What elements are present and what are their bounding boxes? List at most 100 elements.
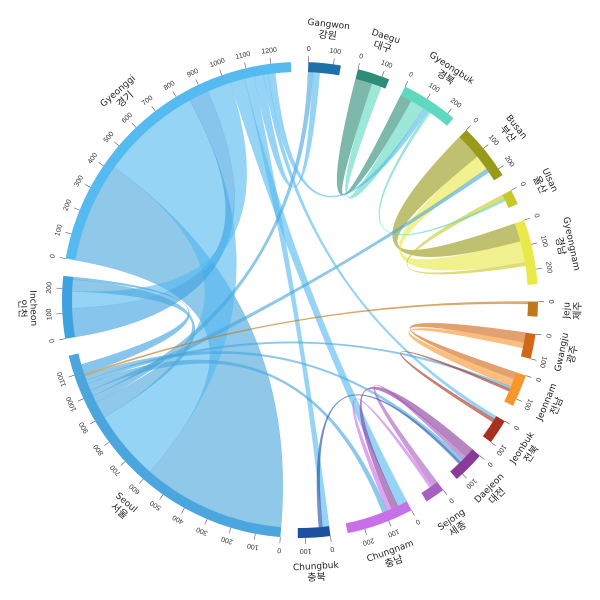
region-name-ko-gangwon: 강원 — [318, 29, 338, 43]
tick-jeonbuk-100 — [490, 441, 496, 447]
arc-jeju — [527, 301, 538, 317]
tick-gyeongbuk-0 — [404, 80, 408, 87]
tick-label-seoul-400: 400 — [171, 513, 185, 525]
tick-label-gyeonggi-500: 500 — [103, 131, 116, 145]
tick-label-chungbuk-0: 0 — [330, 545, 335, 552]
tick-chungnam-100 — [388, 520, 392, 527]
arc-seoul — [68, 353, 282, 538]
tick-gyeonggi-500 — [114, 141, 119, 146]
tick-label-gyeongnam-100: 100 — [539, 235, 549, 248]
tick-label-seoul-100: 100 — [246, 542, 259, 551]
tick-label-chungbuk-100: 100 — [300, 547, 312, 554]
tick-label-gyeongbuk-100: 100 — [427, 82, 441, 94]
arc-daejeon — [450, 449, 480, 480]
region-name-incheon: Incheon — [27, 290, 38, 326]
tick-label-gangwon-100: 100 — [329, 48, 342, 57]
tick-label-seoul-700: 700 — [109, 463, 122, 476]
tick-seoul-300 — [204, 519, 208, 525]
tick-gyeongbuk-100 — [426, 93, 431, 99]
tick-label-seoul-600: 600 — [128, 482, 141, 495]
tick-daejeon-100 — [462, 473, 467, 479]
tick-gyeongnam-200 — [535, 268, 542, 270]
tick-label-daejeon-0: 0 — [486, 460, 494, 468]
tick-label-ulsan-0: 0 — [518, 181, 526, 188]
tick-label-seoul-0: 0 — [277, 546, 282, 553]
tick-label-gwangju-0: 0 — [544, 333, 552, 338]
tick-gyeonggi-900 — [195, 79, 199, 85]
tick-label-gyeonggi-600: 600 — [121, 112, 134, 125]
tick-seoul-1000 — [77, 398, 84, 402]
tick-seoul-800 — [104, 441, 110, 446]
tick-label-incheon-100: 100 — [46, 308, 54, 320]
tick-gyeonggi-800 — [172, 91, 177, 97]
tick-gangwon-100 — [333, 58, 335, 65]
tick-jeonbuk-0 — [504, 420, 511, 425]
arc-layer — [62, 62, 538, 538]
tick-gwangju-0 — [535, 333, 542, 336]
tick-label-gyeonggi-400: 400 — [87, 152, 99, 166]
arc-busan — [459, 129, 503, 181]
region-label-jeju: Jeju 제주 — [562, 301, 584, 320]
arc-ulsan — [502, 190, 518, 208]
tick-seoul-100 — [253, 533, 256, 540]
tick-label-gyeongnam-200: 200 — [544, 261, 552, 274]
tick-label-seoul-1100: 1100 — [56, 371, 67, 388]
tick-label-gyeongbuk-200: 200 — [449, 97, 463, 110]
tick-seoul-700 — [120, 461, 126, 466]
tick-label-incheon-0: 0 — [49, 338, 57, 343]
tick-chungnam-0 — [411, 510, 415, 516]
tick-label-daejeon-100: 100 — [464, 477, 477, 490]
region-name-ko-chungbuk: 충북 — [307, 571, 326, 584]
arc-sejong — [421, 482, 444, 502]
tick-label-incheon-200: 200 — [46, 282, 54, 294]
tick-label-gyeonggi-300: 300 — [73, 174, 85, 188]
tick-seoul-1100 — [68, 374, 75, 378]
tick-label-chungnam-200: 200 — [362, 536, 375, 546]
ribbon-gyeonggi-to-gangwon — [253, 72, 321, 188]
ribbon-chungnam-to-sejong — [352, 398, 433, 511]
ribbon-jeonnam-to-gwangju — [408, 328, 525, 387]
tick-daegu-0 — [357, 63, 360, 70]
tick-label-daegu-0: 0 — [358, 53, 364, 61]
tick-gyeonggi-100 — [65, 232, 72, 235]
tick-label-jeonnam-0: 0 — [534, 377, 542, 383]
ribbon-seoul-to-gyeonggi — [75, 167, 284, 528]
tick-label-gyeonggi-900: 900 — [186, 68, 200, 79]
tick-label-gyeongbuk-0: 0 — [407, 71, 414, 79]
region-name-ko-gwangju: 광주 — [565, 344, 580, 364]
tick-label-sejong-0: 0 — [447, 496, 454, 504]
region-name-jeju: Jeju — [562, 302, 573, 320]
tick-gyeonggi-300 — [84, 184, 91, 188]
tick-gyeonggi-600 — [131, 122, 137, 128]
ribbon-busan-to-gyeongnam — [392, 136, 521, 258]
arc-gyeongnam — [514, 220, 538, 285]
tick-label-gyeongnam-0: 0 — [532, 213, 540, 219]
region-name-chungbuk: Chungbuk — [293, 561, 340, 574]
tick-label-seoul-500: 500 — [149, 499, 163, 512]
tick-chungbuk-0 — [330, 536, 332, 543]
tick-gyeonggi-0 — [59, 257, 66, 259]
region-name-ko-daegu: 대구 — [372, 39, 393, 56]
tick-seoul-900 — [89, 420, 96, 425]
region-name-ko-jeju: 제주 — [571, 301, 584, 320]
tick-label-chungnam-0: 0 — [414, 517, 421, 525]
tick-jeonnam-0 — [525, 375, 532, 378]
tick-busan-100 — [483, 144, 489, 149]
tick-label-seoul-800: 800 — [93, 443, 106, 457]
tick-incheon-0 — [59, 338, 66, 340]
tick-label-jeju-0: 0 — [547, 300, 554, 304]
ribbon-gwangju-to-jeonnam — [409, 322, 526, 380]
arc-chungnam — [345, 501, 412, 534]
tick-label-jeonbuk-0: 0 — [512, 424, 520, 431]
tick-gyeonggi-1000 — [219, 69, 222, 76]
tick-label-gyeonggi-200: 200 — [62, 199, 73, 213]
tick-seoul-400 — [181, 507, 185, 514]
tick-label-gyeonggi-0: 0 — [49, 254, 57, 259]
tick-label-seoul-1000: 1000 — [65, 395, 78, 412]
